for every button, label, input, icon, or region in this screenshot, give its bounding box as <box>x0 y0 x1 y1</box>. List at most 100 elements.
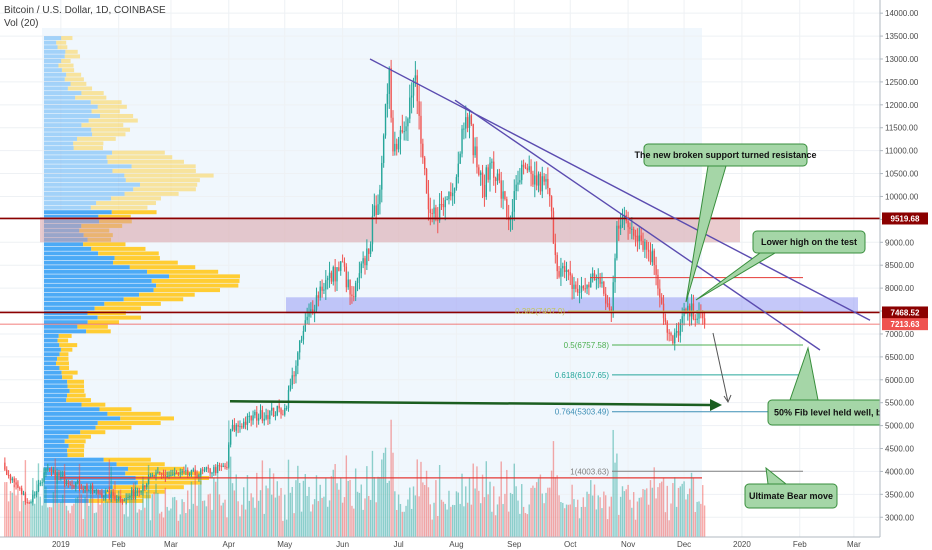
candle-body <box>198 474 200 478</box>
candle-body <box>265 415 267 419</box>
candle-body <box>129 496 131 498</box>
price-axis[interactable]: 3000.00 3500.00 4000.00 4500.00 5000.00 5500.… <box>879 0 932 550</box>
profile-row-buy <box>44 297 124 302</box>
volume-bar <box>382 452 385 537</box>
volume-bar <box>30 499 32 537</box>
profile-row-buy <box>44 127 92 132</box>
volume-bar <box>90 494 92 537</box>
profile-row-sell <box>98 251 159 256</box>
volume-bar <box>642 488 644 537</box>
volume-bar <box>379 477 381 537</box>
volume-bar <box>34 503 36 537</box>
volume-bar <box>593 484 596 537</box>
volume-bar <box>554 477 557 537</box>
candle-body <box>323 289 325 291</box>
candle-body <box>356 278 359 283</box>
candle-body <box>62 474 64 476</box>
volume-bar <box>623 491 626 537</box>
volume-bar <box>610 496 613 537</box>
candle-body <box>396 143 398 150</box>
volume-bar <box>440 499 443 537</box>
volume-bar <box>674 477 676 537</box>
volume-bar <box>424 485 426 537</box>
candle-body <box>524 166 527 169</box>
volume-bar <box>310 511 312 537</box>
candle-body <box>668 332 670 334</box>
candle-body <box>677 330 680 336</box>
volume-bar <box>243 487 245 537</box>
candle-body <box>465 117 467 129</box>
candle-body <box>187 469 189 475</box>
profile-row-sell <box>57 45 68 50</box>
volume-bar <box>170 508 172 537</box>
volume-bar <box>659 483 661 537</box>
candle-body <box>114 495 116 500</box>
volume-bar <box>364 498 366 537</box>
candle-body <box>196 475 198 478</box>
target-arrow-line <box>229 400 711 407</box>
volume-bar <box>237 501 239 537</box>
profile-row-buy <box>44 402 82 407</box>
volume-bar <box>194 478 196 537</box>
volume-bar <box>588 493 590 537</box>
candle-body <box>532 173 534 185</box>
candle-body <box>468 115 471 128</box>
volume-bar <box>625 489 627 537</box>
volume-bar <box>149 520 152 537</box>
candle-body <box>181 471 183 473</box>
trendline-lower <box>454 99 821 351</box>
volume-bar <box>431 519 433 537</box>
candle-body <box>185 469 187 472</box>
profile-row-buy <box>44 173 125 178</box>
volume-bar <box>218 494 221 537</box>
volume-bar <box>220 505 223 537</box>
candle-body <box>397 139 400 150</box>
fib-level-label: 0.382(7497.9) <box>515 307 565 316</box>
profile-row-buy <box>44 384 68 389</box>
candle-body <box>368 248 370 254</box>
candle-body <box>698 311 700 319</box>
fib-level-label: 0.764(5303.49) <box>555 408 610 417</box>
candle-body <box>82 489 84 491</box>
candle-body <box>175 472 178 474</box>
candle-body <box>123 500 125 502</box>
candle-body <box>315 295 318 310</box>
candle-body <box>349 279 351 295</box>
time-axis[interactable]: 2019 Feb Mar Apr May Jun Jul Aug Sep Oct Nov Dec 202… <box>0 536 932 550</box>
time-tick-label: Oct <box>564 540 577 549</box>
candle-body <box>521 164 523 181</box>
volume-bar <box>409 487 411 537</box>
volume-bar <box>386 482 389 537</box>
candle-body <box>4 462 6 470</box>
profile-row-buy <box>44 58 62 63</box>
profile-row-buy <box>44 439 65 444</box>
volume-bar <box>632 492 635 537</box>
profile-row-sell <box>56 361 69 366</box>
candle-body <box>7 474 10 476</box>
volume-bar <box>13 484 15 537</box>
price-tick-label: 6000.00 <box>885 376 914 385</box>
candle-body <box>91 485 94 492</box>
volume-bar <box>200 471 202 537</box>
candle-body <box>166 476 168 478</box>
volume-bar <box>504 493 506 537</box>
candle-body <box>394 143 396 152</box>
volume-bar <box>433 502 435 537</box>
profile-row-buy <box>44 36 62 41</box>
candle-body <box>32 494 34 503</box>
candle-body <box>284 408 286 415</box>
volume-bar <box>183 502 185 537</box>
volume-bar <box>6 482 8 537</box>
profile-row-buy <box>44 283 157 288</box>
candle-body <box>621 219 624 225</box>
candle-body <box>172 474 174 476</box>
time-axis-bg <box>0 537 932 550</box>
profile-row-sell <box>124 173 214 178</box>
candle-body <box>95 489 97 491</box>
profile-row-sell <box>114 256 160 261</box>
volume-bar <box>397 494 400 537</box>
profile-row-sell <box>169 274 240 279</box>
volume-bar <box>530 487 532 537</box>
price-tag <box>882 318 928 331</box>
